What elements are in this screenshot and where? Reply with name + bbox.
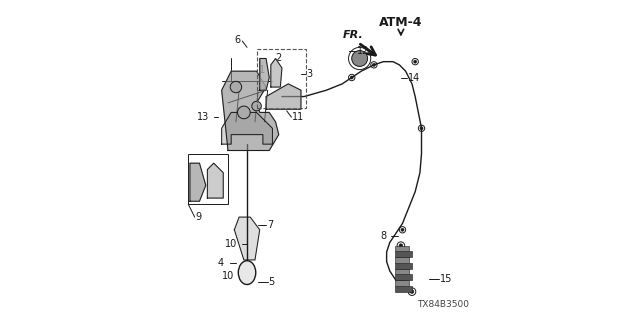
Polygon shape — [190, 163, 206, 201]
Text: 9: 9 — [196, 212, 202, 222]
Bar — [394, 280, 409, 286]
Circle shape — [410, 290, 414, 293]
Bar — [394, 269, 409, 274]
Circle shape — [237, 106, 250, 119]
Text: 7: 7 — [267, 220, 273, 230]
Text: TX84B3500: TX84B3500 — [417, 300, 469, 309]
Circle shape — [372, 63, 376, 67]
Bar — [394, 274, 412, 280]
Circle shape — [401, 228, 404, 231]
Polygon shape — [221, 112, 273, 144]
Bar — [394, 263, 412, 269]
Text: 13: 13 — [196, 112, 209, 122]
Text: 12: 12 — [357, 45, 370, 56]
Text: 14: 14 — [408, 73, 420, 83]
Circle shape — [252, 101, 261, 111]
Text: 6: 6 — [234, 35, 241, 45]
Ellipse shape — [238, 261, 256, 284]
Text: FR.: FR. — [343, 30, 364, 40]
Text: 1: 1 — [259, 65, 265, 75]
Text: 10: 10 — [225, 239, 237, 249]
Text: 3: 3 — [307, 69, 313, 79]
Text: 2: 2 — [275, 53, 281, 63]
Text: 4: 4 — [217, 258, 223, 268]
Circle shape — [401, 279, 404, 282]
Circle shape — [230, 81, 242, 93]
Bar — [394, 257, 409, 263]
Text: 8: 8 — [381, 231, 387, 241]
Circle shape — [350, 76, 353, 79]
Polygon shape — [260, 59, 269, 90]
Bar — [394, 286, 412, 292]
Polygon shape — [266, 84, 301, 109]
Polygon shape — [221, 71, 279, 150]
Polygon shape — [271, 59, 282, 87]
Bar — [394, 246, 409, 252]
Polygon shape — [207, 163, 223, 198]
Bar — [188, 154, 228, 204]
Circle shape — [352, 51, 367, 67]
Circle shape — [420, 127, 423, 130]
Circle shape — [399, 244, 403, 248]
Text: 10: 10 — [222, 271, 234, 281]
Text: 5: 5 — [269, 277, 275, 287]
Polygon shape — [234, 217, 260, 260]
Circle shape — [413, 60, 417, 63]
Bar — [394, 252, 412, 257]
Text: 11: 11 — [292, 112, 305, 122]
Text: 15: 15 — [440, 274, 452, 284]
Text: ATM-4: ATM-4 — [379, 15, 422, 28]
